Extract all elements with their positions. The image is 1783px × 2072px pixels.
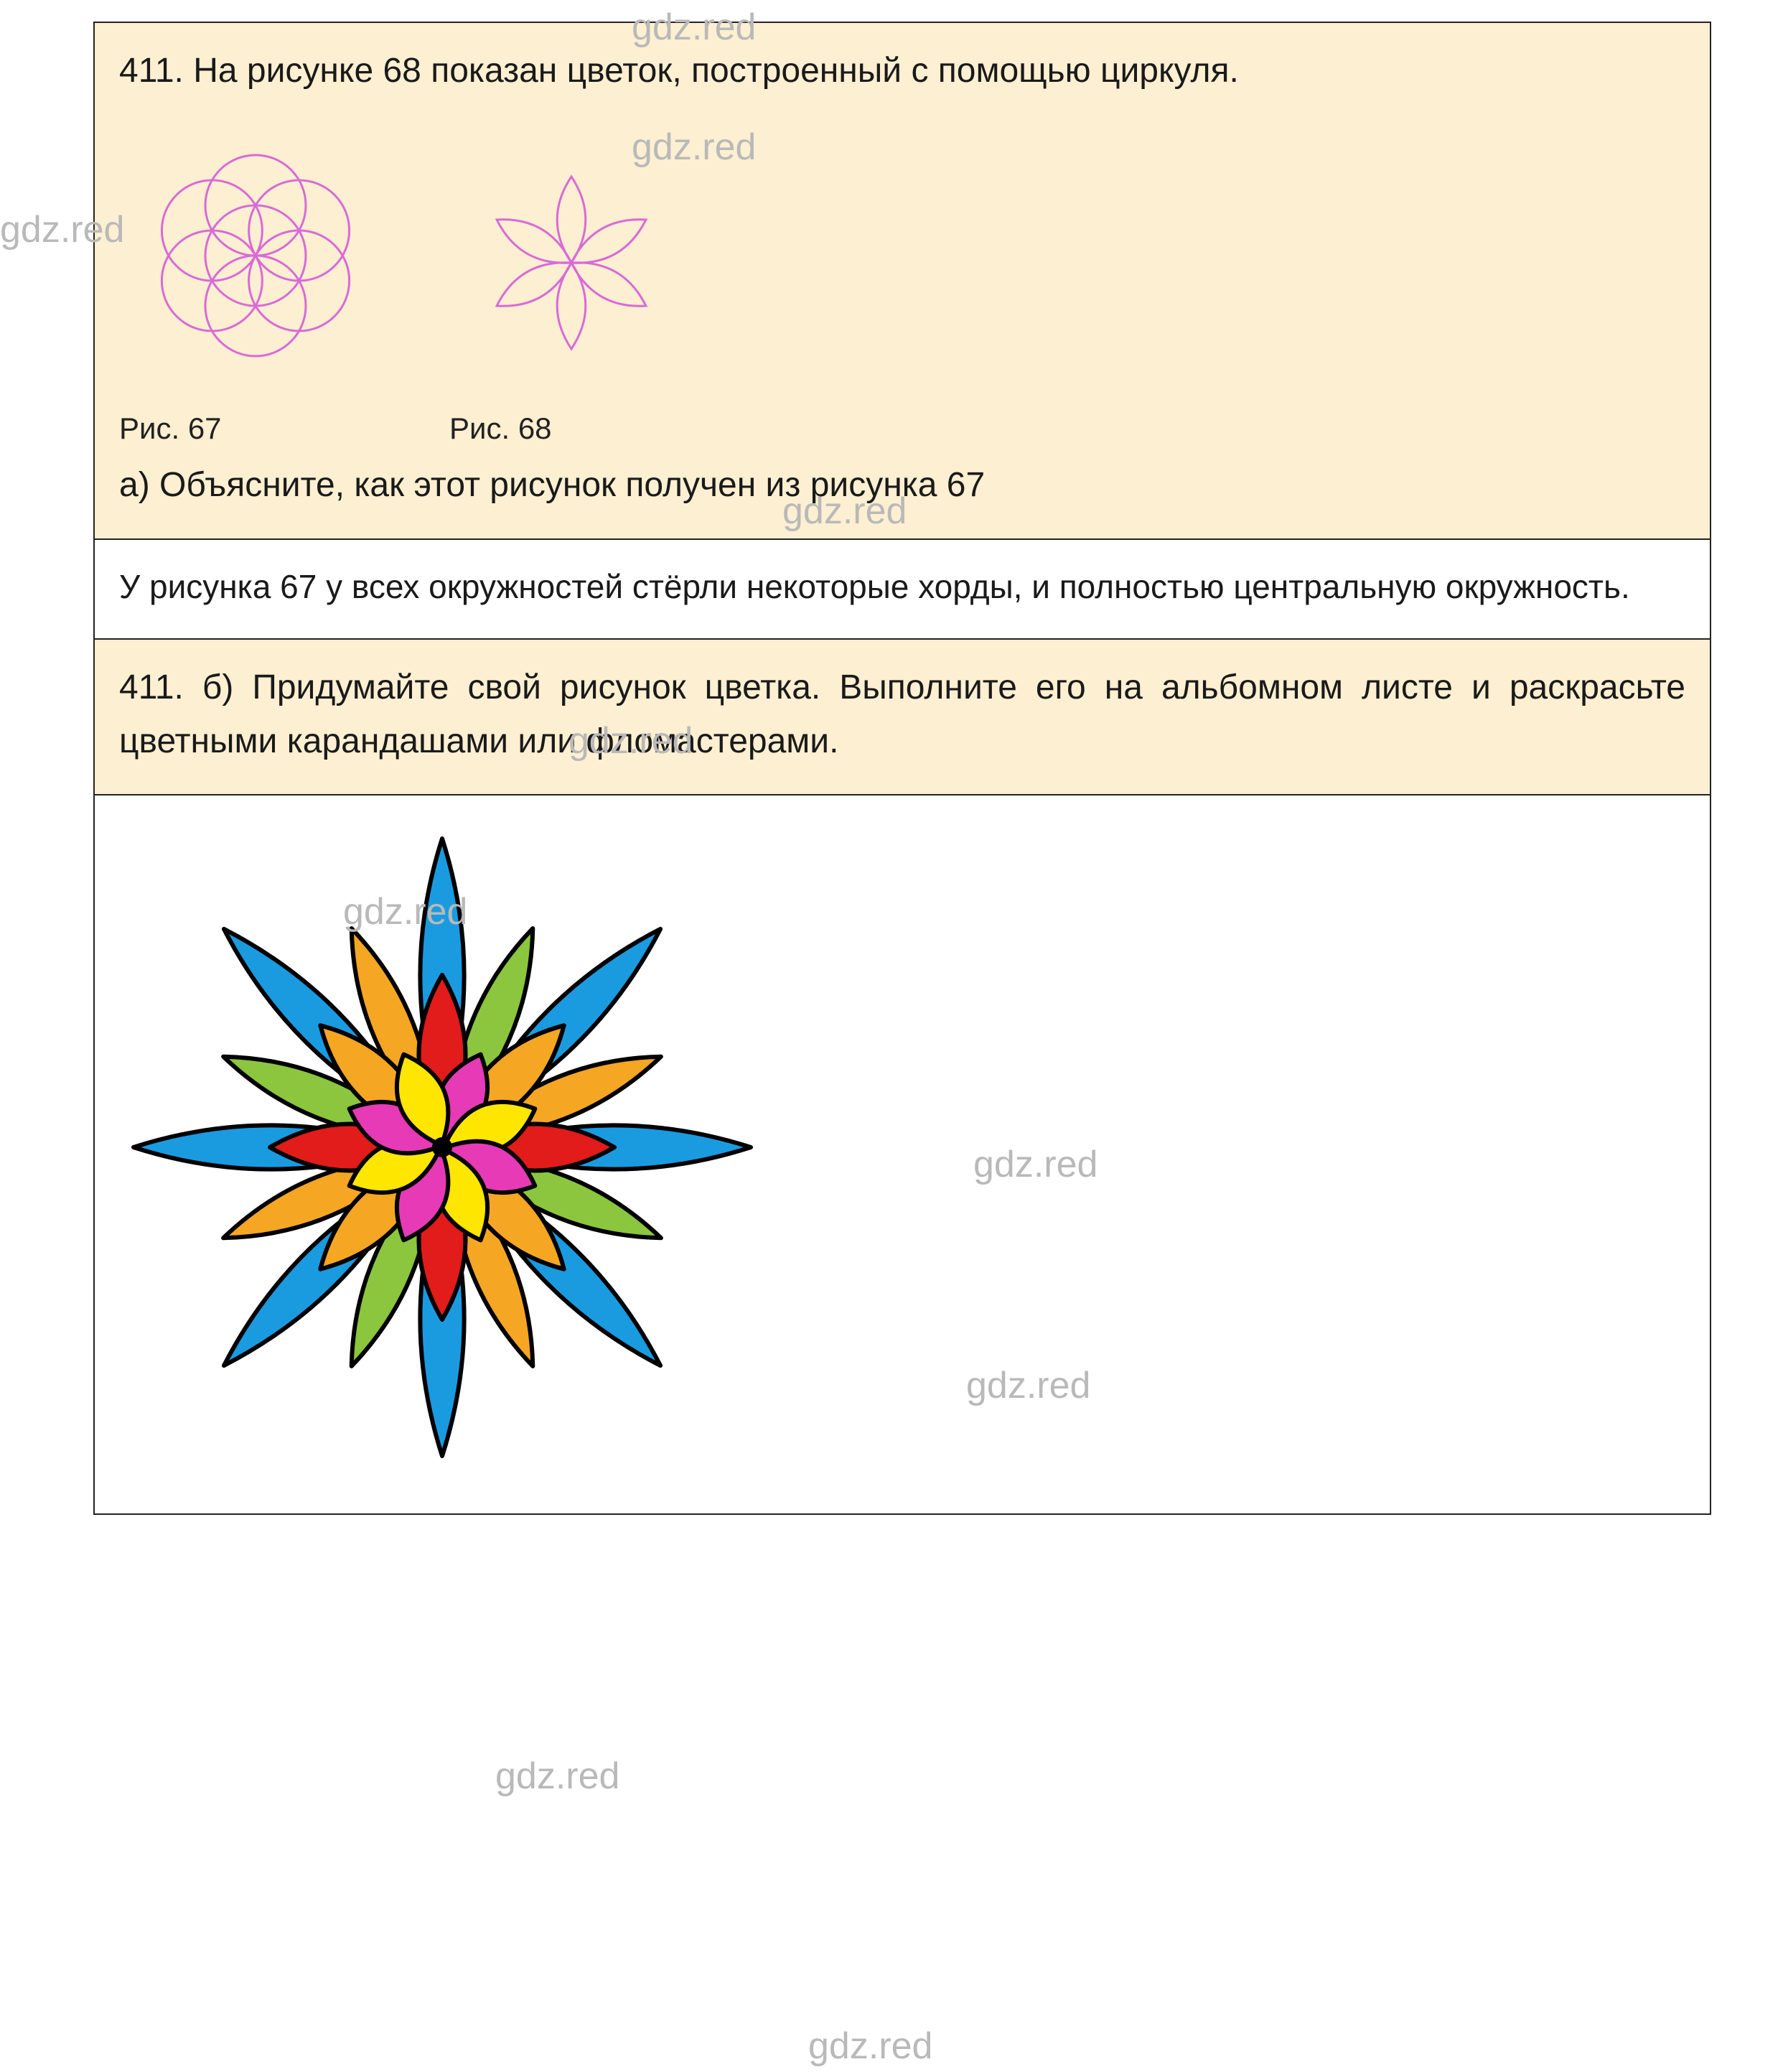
watermark: gdz.red (495, 1755, 619, 1798)
flower-svg (119, 824, 765, 1470)
task-411a: 411. На рисунке 68 показан цветок, постр… (95, 23, 1710, 540)
fig68-label: Рис. 68 (449, 405, 552, 452)
fig67-svg (119, 112, 392, 399)
figure-67: Рис. 67 (119, 112, 392, 452)
watermark: gdz.red (808, 2025, 932, 2068)
fig68-svg (449, 126, 693, 399)
content-table: 411. На рисунке 68 показан цветок, постр… (93, 22, 1711, 1515)
figure-68: Рис. 68 (449, 126, 693, 452)
page-root: gdz.redgdz.redgdz.redgdz.redgdz.redgdz.r… (0, 0, 1783, 2072)
task-411a-intro: 411. На рисунке 68 показан цветок, постр… (119, 45, 1685, 98)
answer-411a: У рисунка 67 у всех окружностей стёрли н… (95, 540, 1710, 640)
fig67-label: Рис. 67 (119, 405, 222, 452)
answer-411b (95, 795, 1710, 1513)
figures-row: Рис. 67 Рис. 68 (119, 112, 1685, 452)
task-411b: 411. б) Придумайте свой рисунок цветка. … (95, 640, 1710, 795)
task-411a-question: а) Объясните, как этот рисунок получен и… (119, 459, 1685, 512)
